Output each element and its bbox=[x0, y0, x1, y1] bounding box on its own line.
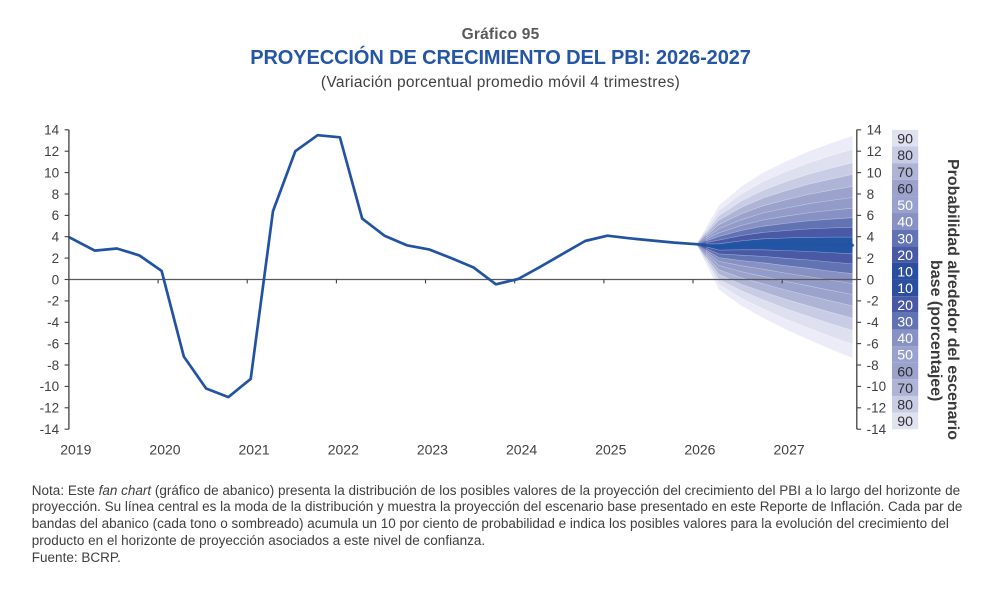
svg-text:-14: -14 bbox=[40, 422, 60, 437]
svg-text:4: 4 bbox=[52, 230, 60, 245]
svg-text:2020: 2020 bbox=[149, 442, 180, 458]
svg-text:2: 2 bbox=[52, 251, 60, 266]
svg-text:20: 20 bbox=[897, 298, 913, 314]
svg-text:90: 90 bbox=[897, 414, 913, 430]
svg-text:12: 12 bbox=[44, 144, 59, 159]
svg-text:30: 30 bbox=[897, 231, 913, 247]
svg-text:90: 90 bbox=[897, 132, 913, 148]
svg-text:-10: -10 bbox=[867, 379, 887, 394]
svg-text:2023: 2023 bbox=[417, 442, 448, 458]
svg-text:80: 80 bbox=[897, 148, 913, 164]
svg-text:40: 40 bbox=[897, 331, 913, 347]
svg-text:0: 0 bbox=[867, 272, 875, 287]
svg-text:50: 50 bbox=[897, 348, 913, 364]
svg-text:30: 30 bbox=[897, 314, 913, 330]
svg-text:-4: -4 bbox=[867, 315, 879, 330]
svg-text:12: 12 bbox=[867, 144, 882, 159]
svg-text:-12: -12 bbox=[867, 401, 887, 416]
svg-text:-4: -4 bbox=[47, 315, 59, 330]
svg-text:2021: 2021 bbox=[239, 442, 270, 458]
svg-text:2026: 2026 bbox=[684, 442, 715, 458]
svg-text:2019: 2019 bbox=[60, 442, 91, 458]
svg-text:-8: -8 bbox=[47, 358, 59, 373]
svg-text:6: 6 bbox=[52, 208, 60, 223]
svg-text:-10: -10 bbox=[40, 379, 60, 394]
svg-text:40: 40 bbox=[897, 215, 913, 231]
svg-text:60: 60 bbox=[897, 364, 913, 380]
svg-text:10: 10 bbox=[897, 281, 913, 297]
svg-text:70: 70 bbox=[897, 381, 913, 397]
svg-text:60: 60 bbox=[897, 181, 913, 197]
svg-text:2: 2 bbox=[867, 251, 875, 266]
svg-text:14: 14 bbox=[867, 123, 883, 138]
svg-text:0: 0 bbox=[52, 272, 60, 287]
svg-text:2025: 2025 bbox=[595, 442, 626, 458]
svg-text:-6: -6 bbox=[47, 336, 59, 351]
svg-text:2024: 2024 bbox=[506, 442, 537, 458]
svg-text:8: 8 bbox=[52, 187, 60, 202]
svg-text:20: 20 bbox=[897, 248, 913, 264]
svg-text:-2: -2 bbox=[47, 294, 59, 309]
svg-text:4: 4 bbox=[867, 230, 875, 245]
svg-text:80: 80 bbox=[897, 398, 913, 414]
svg-text:-8: -8 bbox=[867, 358, 879, 373]
svg-text:50: 50 bbox=[897, 198, 913, 214]
svg-text:10: 10 bbox=[897, 265, 913, 281]
svg-text:70: 70 bbox=[897, 165, 913, 181]
svg-text:14: 14 bbox=[44, 123, 60, 138]
svg-text:-12: -12 bbox=[40, 401, 60, 416]
svg-text:-2: -2 bbox=[867, 294, 879, 309]
svg-text:-14: -14 bbox=[867, 422, 887, 437]
svg-text:2022: 2022 bbox=[328, 442, 359, 458]
svg-text:6: 6 bbox=[867, 208, 875, 223]
svg-text:8: 8 bbox=[867, 187, 875, 202]
svg-text:10: 10 bbox=[44, 165, 59, 180]
svg-text:10: 10 bbox=[867, 165, 882, 180]
svg-text:2027: 2027 bbox=[774, 442, 805, 458]
svg-text:-6: -6 bbox=[867, 336, 879, 351]
